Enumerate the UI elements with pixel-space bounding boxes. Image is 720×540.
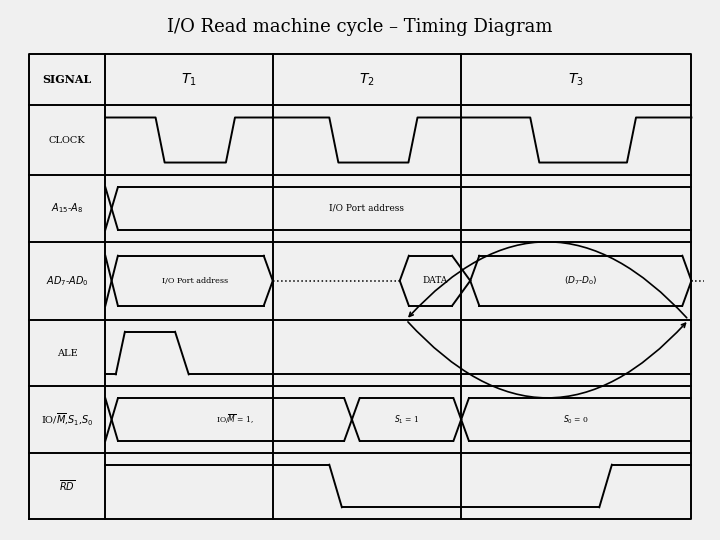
Text: DATA: DATA [423,276,448,285]
Text: $AD_7$-$AD_0$: $AD_7$-$AD_0$ [45,274,89,288]
Text: SIGNAL: SIGNAL [42,74,91,85]
Text: $T_1$: $T_1$ [181,71,197,87]
Text: IO/$\overline{M}$,$S_1$,$S_0$: IO/$\overline{M}$,$S_1$,$S_0$ [40,411,94,428]
Text: I/O Port address: I/O Port address [162,277,228,285]
Text: ALE: ALE [57,349,77,357]
Text: $S_1$ = 1: $S_1$ = 1 [394,413,419,426]
FancyArrowPatch shape [408,322,685,398]
Text: $T_2$: $T_2$ [359,71,375,87]
Text: $A_{15}$-$A_8$: $A_{15}$-$A_8$ [51,201,83,215]
Text: I/O Read machine cycle – Timing Diagram: I/O Read machine cycle – Timing Diagram [167,18,553,36]
Text: $S_0$ = 0: $S_0$ = 0 [563,413,590,426]
Text: $T_3$: $T_3$ [568,71,584,87]
Text: $(D_7$-$D_0)$: $(D_7$-$D_0)$ [564,274,598,287]
Text: I/O Port address: I/O Port address [330,204,405,213]
Text: $\overline{RD}$: $\overline{RD}$ [59,478,75,494]
FancyArrowPatch shape [409,242,687,318]
Text: IO/$\overline{M}$ = 1,: IO/$\overline{M}$ = 1, [216,413,254,427]
Text: CLOCK: CLOCK [49,136,85,145]
